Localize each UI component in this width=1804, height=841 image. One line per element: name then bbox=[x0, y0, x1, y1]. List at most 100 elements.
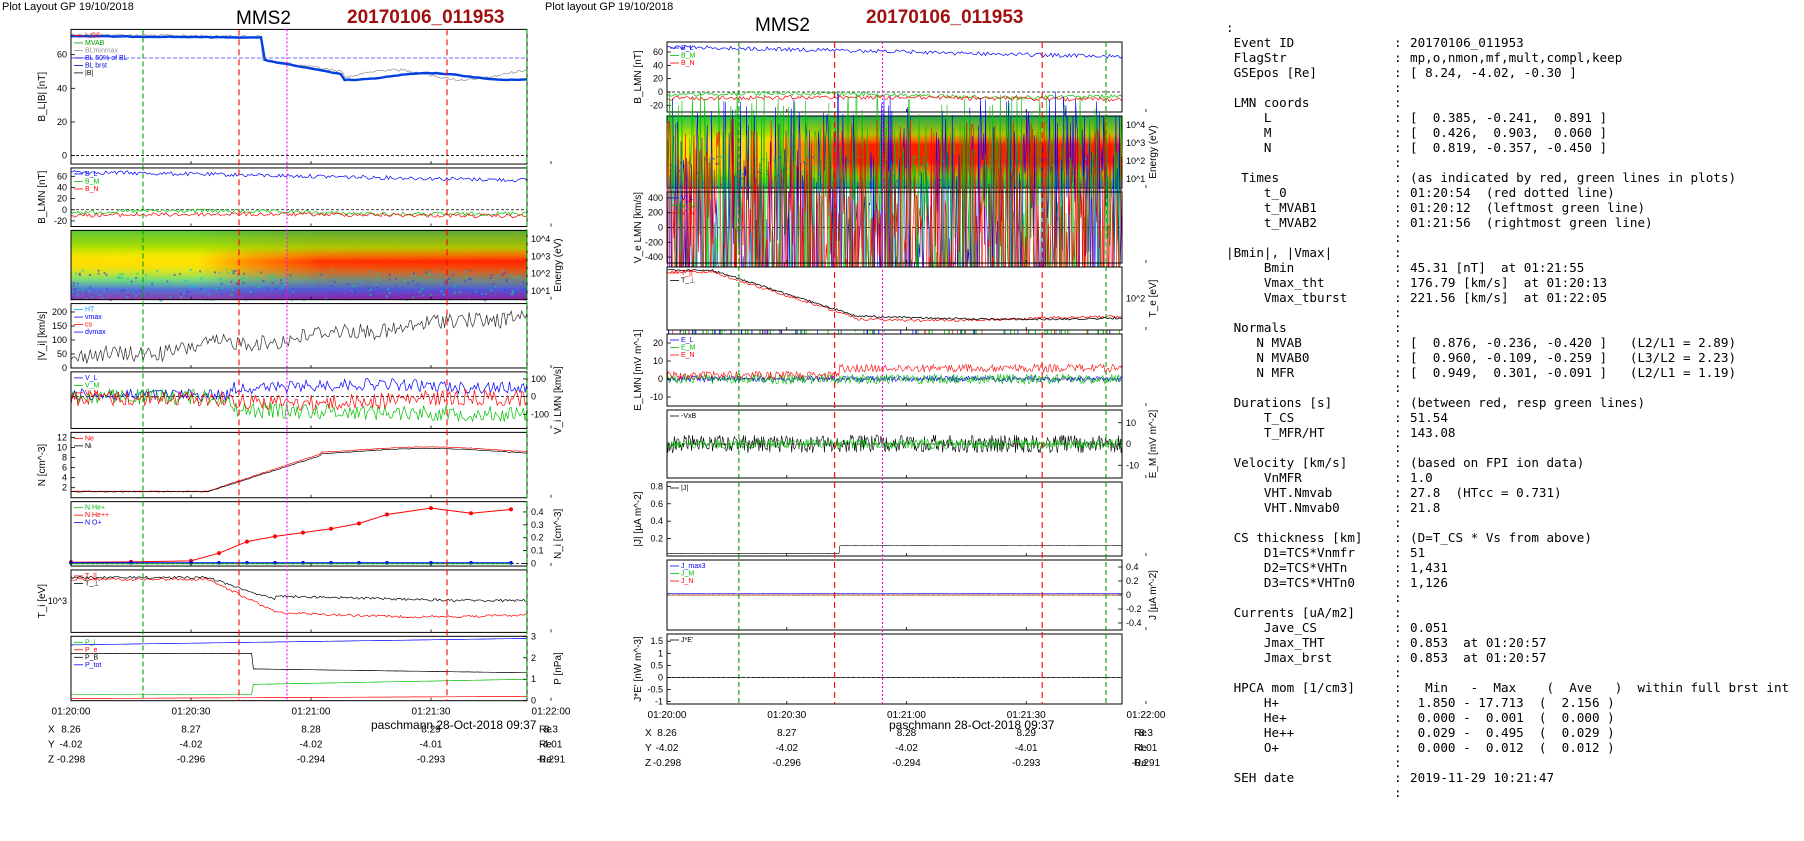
legend-label: Ne bbox=[85, 435, 94, 442]
position-row-label: Z bbox=[645, 758, 651, 769]
panel-background bbox=[667, 482, 1122, 556]
left-event-id: 20170106_011953 bbox=[347, 7, 505, 28]
series-line bbox=[70, 388, 528, 411]
series-line bbox=[70, 577, 528, 619]
spectrogram-pixel bbox=[105, 273, 108, 276]
spectrogram-pixel bbox=[368, 270, 371, 273]
info-row: : bbox=[1226, 80, 1789, 95]
info-value: 0.853 at 01:20:57 bbox=[1410, 635, 1547, 650]
spectrogram-pixel bbox=[443, 282, 446, 285]
spectrogram-pixel bbox=[272, 273, 275, 276]
spectrogram-pixel bbox=[1091, 182, 1094, 185]
spectrogram-pixel bbox=[322, 296, 325, 299]
x-tick-label: 01:21:30 bbox=[412, 707, 451, 718]
spectrogram-pixel bbox=[109, 299, 112, 302]
spectrogram-pixel bbox=[215, 288, 218, 291]
spectrogram-pixel bbox=[412, 296, 415, 299]
y-tick-label: 10^3 bbox=[1126, 138, 1145, 148]
panel-vlmn: -100 0 100 V_i LMN [km/s] V_LV_MV_N bbox=[70, 366, 564, 434]
spectrogram-pixel bbox=[469, 278, 472, 281]
position-value: 8.27 bbox=[181, 725, 201, 736]
spectrogram-pixel bbox=[376, 272, 379, 275]
info-sep: : bbox=[1394, 560, 1402, 575]
position-value: -0.293 bbox=[417, 755, 446, 766]
spectrogram-pixel bbox=[119, 272, 122, 275]
spectrogram-pixel bbox=[140, 289, 143, 292]
position-value: 8.26 bbox=[657, 728, 677, 739]
info-row: t_MVAB2:01:21:56 (rightmost green line) bbox=[1226, 215, 1789, 230]
spectrogram-pixel bbox=[942, 178, 945, 181]
spectrogram-pixel bbox=[484, 292, 487, 295]
info-key: D1=TCS*Vnmfr bbox=[1226, 545, 1355, 560]
spectrogram-pixel bbox=[388, 292, 391, 295]
y-tick-label: 0.4 bbox=[1126, 562, 1139, 572]
spectrogram-pixel bbox=[240, 278, 243, 281]
spectrogram-pixel bbox=[489, 276, 492, 279]
spectrogram-pixel bbox=[773, 159, 776, 162]
x-tick-label: 01:21:00 bbox=[292, 707, 331, 718]
y-tick-label: -0.4 bbox=[1126, 618, 1142, 628]
spectrogram-pixel bbox=[1091, 162, 1094, 165]
y-tick-label: 0.2 bbox=[650, 534, 663, 544]
legend-label: V_L bbox=[85, 375, 98, 382]
info-key: t_MVAB2 bbox=[1226, 215, 1317, 230]
info-key: Jmax_THT bbox=[1226, 635, 1325, 650]
spectrogram-overlay bbox=[71, 230, 527, 300]
panel-background bbox=[71, 167, 527, 227]
spectrogram-pixel bbox=[130, 282, 133, 285]
position-value: -4.02 bbox=[180, 740, 203, 751]
info-row: : bbox=[1226, 440, 1789, 455]
spectrogram-pixel bbox=[320, 273, 323, 276]
spectrogram-pixel bbox=[318, 273, 321, 276]
y-tick-label: 20 bbox=[57, 117, 67, 127]
info-key: Jave_CS bbox=[1226, 620, 1317, 635]
legend-label: T_⊥ bbox=[85, 580, 99, 587]
panel-blmn: -20 0 20 40 60 B_LMN [nT] B_LB_MB_N bbox=[633, 41, 1147, 113]
y-tick-label: 10 bbox=[653, 356, 663, 366]
info-sep: : bbox=[1394, 320, 1402, 335]
spectrogram-pixel bbox=[156, 269, 159, 272]
spectrogram-pixel bbox=[103, 271, 106, 274]
spectrogram-pixel bbox=[299, 280, 302, 283]
series-line bbox=[666, 434, 1123, 454]
y-tick-label: 60 bbox=[57, 171, 67, 181]
left-header: Plot Layout GP 19/10/2018 bbox=[2, 1, 134, 13]
y-tick-label: 20 bbox=[653, 338, 663, 348]
spectrogram-pixel bbox=[274, 287, 277, 290]
legend-label: -VxB bbox=[681, 413, 697, 420]
info-key bbox=[1226, 785, 1394, 800]
legend-label: P_e bbox=[85, 647, 98, 654]
spectrogram-pixel bbox=[372, 291, 375, 294]
series-line bbox=[70, 170, 528, 183]
spectrogram-pixel bbox=[101, 297, 104, 300]
y-axis-label: |J| [µA m^-2] bbox=[633, 491, 644, 546]
spectrogram-pixel bbox=[81, 288, 84, 291]
position-row-label: Y bbox=[48, 740, 55, 751]
info-row: VnMFR:1.0 bbox=[1226, 470, 1789, 485]
info-value: 0.051 bbox=[1410, 620, 1448, 635]
panel-frame bbox=[666, 481, 1123, 557]
he-plus-plus-point bbox=[357, 521, 361, 526]
legend-label: dvmax bbox=[85, 329, 106, 336]
info-sep: : bbox=[1394, 605, 1402, 620]
spectrogram-pixel bbox=[127, 294, 130, 297]
y-tick-label: 10^2 bbox=[531, 269, 550, 279]
spectrogram-pixel bbox=[418, 283, 421, 286]
spectrogram-pixel bbox=[282, 294, 285, 297]
spectrogram-pixel bbox=[926, 163, 929, 166]
spectrogram-pixel bbox=[712, 157, 715, 160]
x-tick-label: 01:21:00 bbox=[887, 710, 926, 721]
spectrogram-pixel bbox=[166, 280, 169, 283]
position-value: 8.27 bbox=[777, 728, 797, 739]
panel-te: 10^2 T_e [eV] T_||T_⊥ bbox=[666, 266, 1159, 331]
y-tick-label: 0.4 bbox=[531, 507, 544, 517]
info-row: t_MVAB1:01:20:12 (leftmost green line) bbox=[1226, 200, 1789, 215]
info-sep: : bbox=[1394, 125, 1402, 140]
he-plus-plus-point bbox=[273, 534, 277, 539]
he-plus-plus-point bbox=[301, 530, 305, 535]
y-axis-label: Energy (eV) bbox=[1148, 125, 1159, 178]
spectrogram-pixel bbox=[479, 294, 482, 297]
info-key: N MVAB bbox=[1226, 335, 1302, 350]
spectrogram-pixel bbox=[190, 269, 193, 272]
